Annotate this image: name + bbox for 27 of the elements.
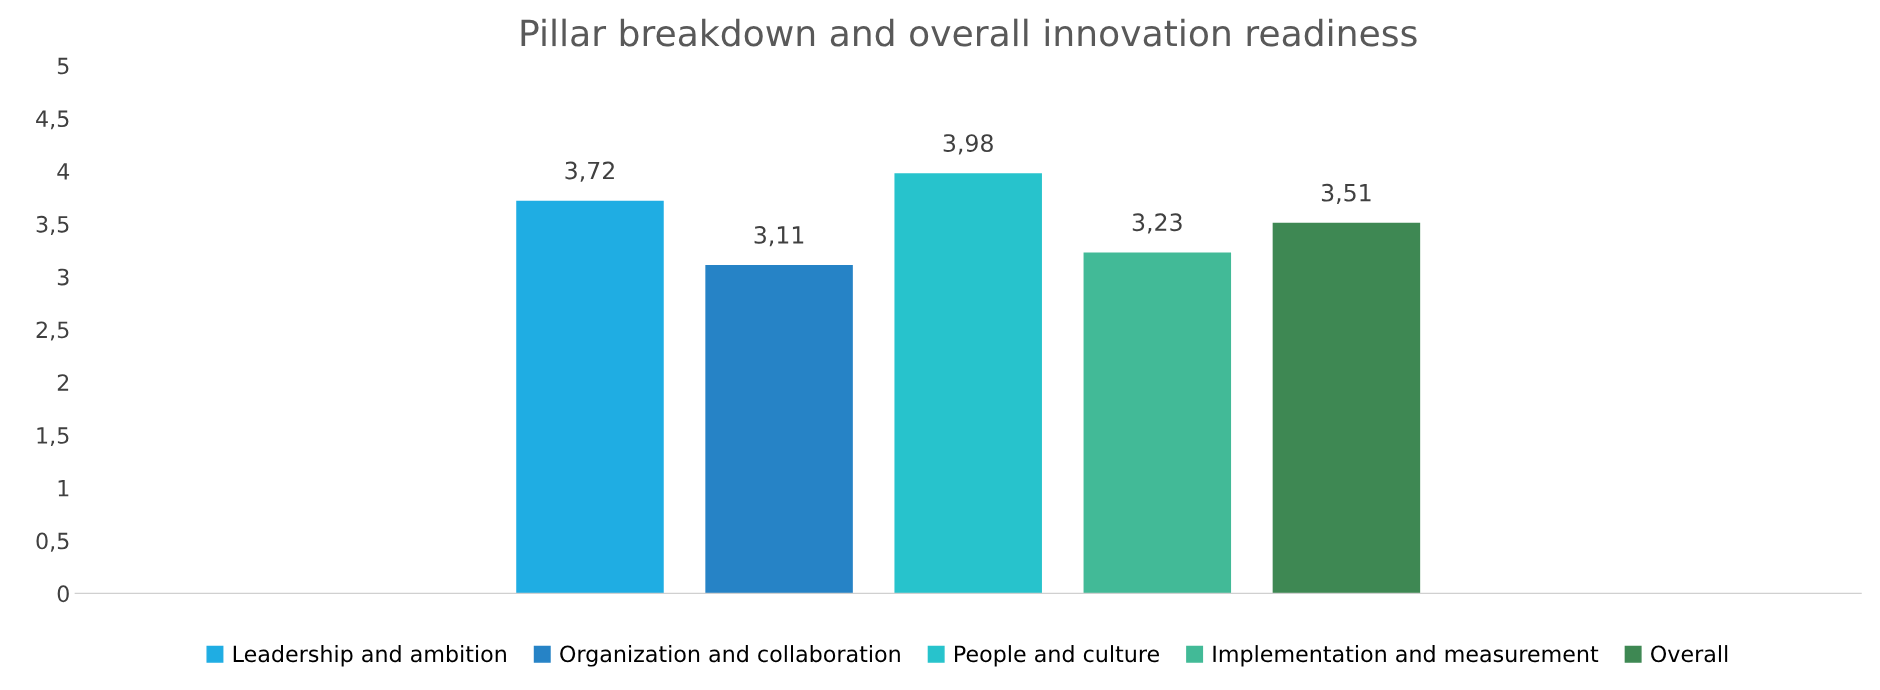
- legend-label: People and culture: [955, 645, 1159, 667]
- y-tick-label: 5: [57, 57, 69, 75]
- y-tick-label: 3,5: [36, 215, 69, 235]
- y-tick-label: 1: [58, 480, 69, 497]
- data-label: 3,11: [754, 225, 804, 247]
- data-label: 3,72: [565, 161, 614, 182]
- data-label: 3,51: [1321, 183, 1371, 205]
- bar: [1272, 222, 1421, 594]
- data-label: 3,23: [1132, 213, 1182, 234]
- y-tick-label: 4,5: [36, 110, 69, 130]
- bar: [894, 173, 1042, 594]
- chart-title: Pillar breakdown and overall innovation readiness: [521, 18, 1417, 47]
- legend-label: Organization and collaboration: [560, 645, 900, 667]
- y-tick-label: 2: [57, 374, 69, 391]
- bar: [516, 200, 664, 594]
- y-tick-label: 3: [57, 268, 69, 286]
- legend-label: Leadership and ambition: [233, 645, 506, 667]
- data-label: 3,98: [943, 134, 993, 155]
- legend-label: Overall: [1651, 645, 1728, 663]
- bar: [1083, 252, 1232, 594]
- y-tick-label: 1,5: [37, 427, 69, 447]
- y-tick-label: 0: [57, 585, 69, 603]
- y-tick-label: 2,5: [36, 321, 69, 341]
- legend-label: Implementation and measurement: [1213, 645, 1599, 667]
- y-tick-label: 0,5: [36, 532, 69, 552]
- bar: [705, 265, 853, 594]
- y-tick-label: 4: [57, 163, 70, 180]
